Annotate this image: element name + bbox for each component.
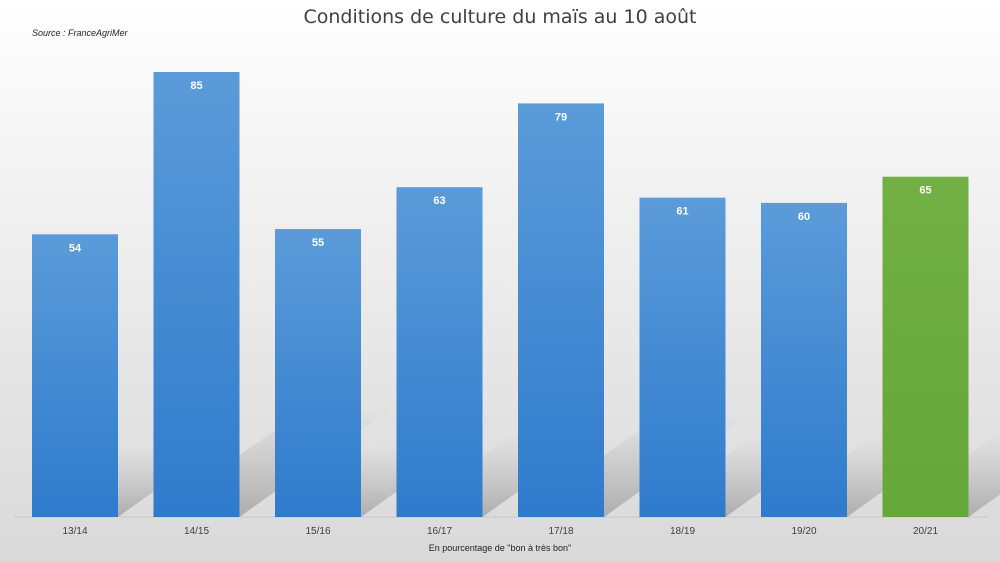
x-axis-label: En pourcentage de "bon à très bon" — [428, 543, 572, 553]
bar-13-14 — [32, 234, 118, 517]
data-label: 63 — [433, 195, 445, 207]
bar-19-20 — [761, 202, 847, 517]
x-tick-label: 13/14 — [62, 526, 87, 537]
x-tick-label: 20/21 — [913, 526, 938, 537]
data-label: 85 — [190, 80, 202, 92]
x-tick-label: 17/18 — [548, 526, 573, 537]
x-tick-label: 19/20 — [791, 526, 816, 537]
data-label: 60 — [798, 211, 810, 223]
x-tick-label: 14/15 — [184, 526, 209, 537]
data-label: 55 — [312, 237, 324, 249]
bar-14-15 — [153, 72, 240, 517]
bar-17-18 — [518, 103, 604, 517]
bar-16-17 — [396, 187, 483, 518]
x-tick-label: 15/16 — [305, 526, 330, 537]
x-tick-label: 18/19 — [670, 526, 695, 537]
data-label: 61 — [676, 206, 688, 218]
data-label: 65 — [919, 185, 931, 197]
x-tick-label: 16/17 — [427, 526, 452, 537]
chart-source-note: Source : FranceAgriMer — [32, 28, 128, 38]
chart-title: Conditions de culture du maïs au 10 août — [303, 6, 697, 28]
data-label: 79 — [555, 111, 567, 123]
bar-20-21 — [882, 176, 969, 518]
bar-15-16 — [275, 229, 361, 517]
bar-18-19 — [639, 197, 726, 517]
data-label: 54 — [69, 242, 82, 254]
